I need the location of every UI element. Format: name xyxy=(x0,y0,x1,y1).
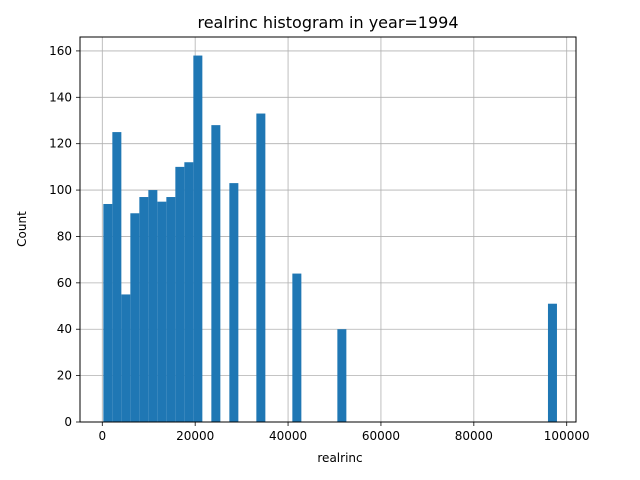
y-tick-label: 160 xyxy=(49,44,72,58)
chart-title: realrinc histogram in year=1994 xyxy=(197,13,458,32)
x-axis-ticks: 0 20000 40000 60000 80000 100000 xyxy=(98,422,590,443)
histogram-bar xyxy=(103,203,113,422)
histogram-bar xyxy=(139,197,149,422)
histogram-bar xyxy=(292,273,302,422)
x-tick-label: 100000 xyxy=(544,429,590,443)
histogram-bar xyxy=(256,113,266,423)
histogram-bar xyxy=(157,201,167,422)
x-tick-label: 40000 xyxy=(269,429,307,443)
x-tick-label: 60000 xyxy=(362,429,400,443)
x-tick-label: 20000 xyxy=(176,429,214,443)
histogram-bar xyxy=(121,294,131,422)
x-tick-label: 80000 xyxy=(455,429,493,443)
histogram-bar xyxy=(229,183,239,422)
bars xyxy=(103,55,557,423)
y-tick-label: 40 xyxy=(57,322,72,336)
histogram-bar xyxy=(184,162,194,422)
histogram-bar xyxy=(112,132,122,422)
y-tick-label: 140 xyxy=(49,90,72,104)
y-tick-label: 80 xyxy=(57,229,72,243)
histogram-bar xyxy=(166,197,176,422)
histogram-bar xyxy=(130,213,140,422)
y-tick-label: 20 xyxy=(57,369,72,383)
x-tick-label: 0 xyxy=(98,429,106,443)
y-tick-label: 0 xyxy=(64,415,72,429)
histogram-bar xyxy=(193,55,203,422)
histogram-bar xyxy=(547,303,557,422)
x-axis-label: realrinc xyxy=(317,451,362,465)
y-tick-label: 60 xyxy=(57,276,72,290)
histogram-bar xyxy=(175,166,185,422)
plot-frame xyxy=(79,36,577,423)
histogram-bar xyxy=(211,125,221,422)
y-tick-label: 100 xyxy=(49,183,72,197)
y-axis-ticks: 0 20 40 60 80 100 120 140 160 xyxy=(49,44,80,429)
y-tick-label: 120 xyxy=(49,137,72,151)
histogram-bar xyxy=(148,190,158,422)
y-axis-label: Count xyxy=(15,211,29,247)
histogram-bar xyxy=(337,329,347,422)
